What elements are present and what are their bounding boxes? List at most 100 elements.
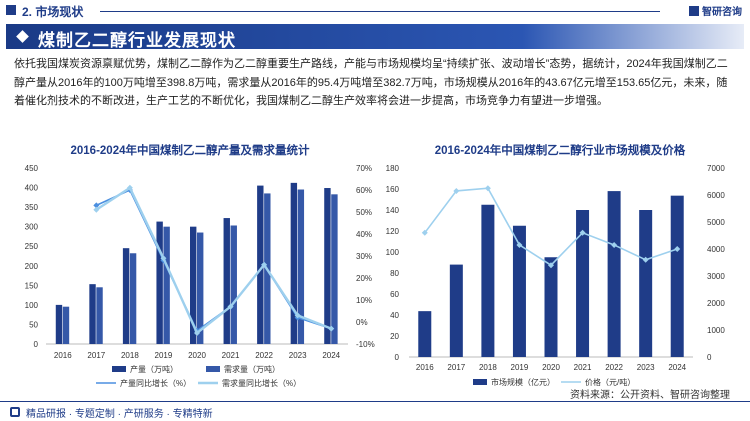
- bar: [449, 264, 463, 357]
- y2-tick-label: 50%: [356, 208, 372, 217]
- y-tick-label: 150: [25, 281, 39, 290]
- line-point: [261, 261, 268, 268]
- line-point: [160, 255, 167, 262]
- x-tick-label: 2021: [574, 363, 592, 372]
- legend-swatch: [206, 366, 220, 372]
- y2-tick-label: 20%: [356, 274, 372, 283]
- x-tick-label: 2020: [188, 351, 206, 360]
- source-note: 资料来源：公开资料、智研咨询整理: [570, 390, 730, 401]
- legend-label: 需求量（万吨）: [224, 364, 280, 374]
- y-tick-label: 140: [386, 206, 400, 215]
- x-tick-label: 2017: [87, 351, 105, 360]
- bar: [129, 253, 137, 344]
- legend-label: 需求量同比增长（%）: [222, 378, 301, 388]
- bar: [190, 226, 197, 344]
- x-tick-label: 2017: [447, 363, 465, 372]
- line-point: [126, 184, 133, 191]
- line-point: [194, 330, 200, 336]
- footer-divider: [0, 401, 750, 402]
- report-icon: [10, 407, 20, 417]
- footer: 精品研报 · 专题定制 · 产研服务 · 专精特新: [0, 400, 750, 421]
- x-tick-label: 2019: [155, 351, 173, 360]
- y-tick-label: 100: [386, 248, 400, 257]
- diamond-icon: [16, 30, 29, 43]
- header-divider: [100, 11, 660, 12]
- y2-tick-label: -10%: [356, 340, 375, 349]
- line-point: [227, 303, 234, 310]
- y2-tick-label: 1000: [707, 326, 725, 335]
- section-title: 2. 市场现状: [22, 5, 84, 19]
- bar: [324, 188, 331, 344]
- y-tick-label: 450: [25, 164, 39, 173]
- line-point: [516, 241, 523, 248]
- y2-tick-label: 30%: [356, 252, 372, 261]
- legend-label: 市场规模（亿元）: [491, 377, 555, 387]
- production-demand-chart: 0 50 100 150 200 250 300 350 400 450 -10% 0% 10% 20% 3…: [25, 164, 375, 388]
- bar: [197, 232, 204, 344]
- x-tick-label: 2022: [605, 363, 623, 372]
- bar: [163, 226, 170, 344]
- bar: [512, 225, 526, 357]
- x-tick-label: 2018: [479, 363, 497, 372]
- bar: [62, 306, 70, 344]
- bar: [481, 204, 495, 357]
- y-tick-label: 40: [390, 311, 399, 320]
- chart1-title: 2016-2024年中国煤制乙二醇产量及需求量统计: [70, 145, 310, 157]
- y-tick-label: 120: [386, 227, 400, 236]
- bar: [331, 194, 338, 344]
- y-tick-label: 80: [390, 269, 399, 278]
- bar: [223, 218, 230, 344]
- bar: [544, 257, 558, 357]
- bar: [96, 287, 103, 344]
- footer-slogan: 精品研报 · 专题定制 · 产研服务 · 专精特新: [26, 409, 213, 420]
- bar: [418, 311, 432, 357]
- y-tick-label: 100: [25, 301, 39, 310]
- x-tick-label: 2024: [322, 351, 340, 360]
- x-tick-label: 2016: [416, 363, 434, 372]
- x-tick-label: 2018: [121, 351, 139, 360]
- page-title: 煤制乙二醇行业发展现状: [38, 31, 236, 50]
- y2-tick-label: 40%: [356, 230, 372, 239]
- y-tick-label: 180: [386, 164, 400, 173]
- summary-paragraph: 依托我国煤炭资源禀赋优势，煤制乙二醇作为乙二醇重要生产路线，产能与市场规模均呈“…: [14, 58, 728, 107]
- y-tick-label: 0: [395, 353, 400, 362]
- y2-tick-label: 0%: [356, 318, 368, 327]
- y2-tick-label: 7000: [707, 164, 725, 173]
- legend-label: 产量同比增长（%）: [120, 378, 191, 388]
- brand-logo: 智研咨询: [689, 3, 742, 18]
- y-tick-label: 200: [25, 262, 39, 271]
- bar: [156, 221, 163, 344]
- x-tick-label: 2023: [289, 351, 307, 360]
- x-tick-label: 2021: [222, 351, 240, 360]
- y-tick-label: 20: [390, 332, 399, 341]
- y-tick-label: 60: [390, 290, 399, 299]
- y2-tick-label: 2000: [707, 299, 725, 308]
- bar: [230, 225, 237, 344]
- market-size-price-chart: 0 20 40 60 80 100 120 140 160 180 0 1000 2000 3000 400…: [386, 164, 726, 387]
- y2-tick-label: 70%: [356, 164, 372, 173]
- bar: [290, 182, 298, 344]
- line-point: [294, 312, 301, 319]
- line-point: [453, 187, 460, 194]
- line-point: [611, 241, 618, 248]
- bar: [257, 185, 264, 344]
- bar: [297, 189, 305, 344]
- bar: [607, 191, 621, 357]
- x-tick-label: 2016: [54, 351, 72, 360]
- legend-swatch: [473, 379, 487, 385]
- y2-tick-label: 6000: [707, 191, 725, 200]
- y2-tick-label: 5000: [707, 218, 725, 227]
- header: 2. 市场现状 智研咨询: [0, 0, 750, 22]
- x-tick-label: 2024: [668, 363, 686, 372]
- line-point: [642, 256, 649, 263]
- bar: [55, 304, 63, 344]
- y-tick-label: 350: [25, 203, 39, 212]
- legend-swatch: [112, 366, 126, 372]
- legend-label: 产量（万吨）: [130, 364, 178, 374]
- y-tick-label: 160: [386, 185, 400, 194]
- logo-text: 智研咨询: [702, 7, 742, 18]
- y-tick-label: 250: [25, 242, 39, 251]
- y2-tick-label: 0: [707, 353, 712, 362]
- logo-icon: [689, 6, 699, 16]
- line-point: [93, 202, 100, 209]
